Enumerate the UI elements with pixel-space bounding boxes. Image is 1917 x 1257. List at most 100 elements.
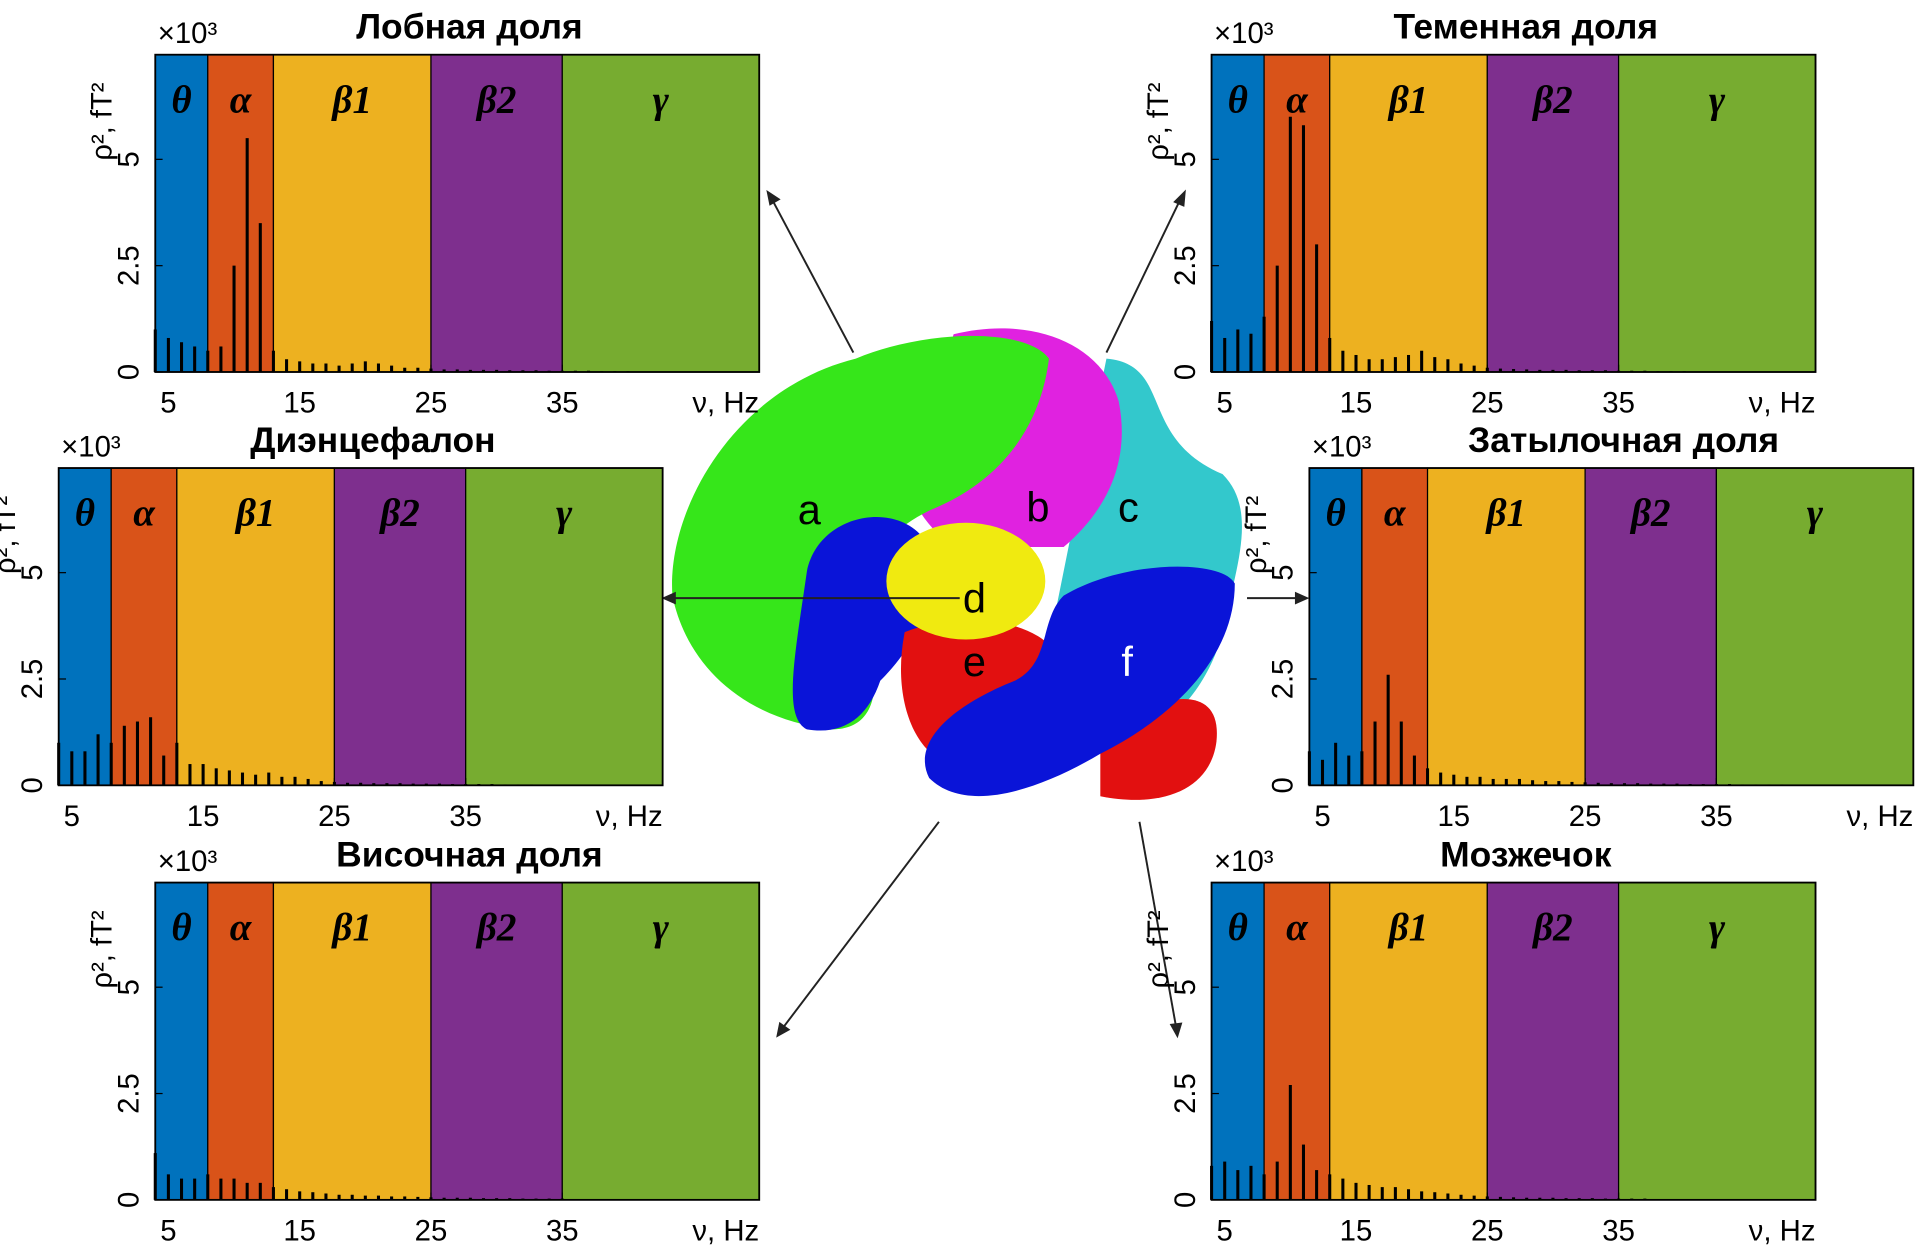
band-label: θ [1228,78,1248,121]
x-tick-label: 35 [546,1215,579,1247]
plot-frame [1308,467,1915,787]
arrow-head [766,189,781,206]
plot-frame [154,881,761,1201]
band [272,881,432,1201]
band [561,54,760,373]
axis-multiplier: ×10³ [1214,846,1274,878]
band-label: β1 [234,492,276,535]
chart-title: Мозжечок [1440,835,1612,874]
x-axis-label: ν, Hz [1749,1215,1816,1247]
band-label: β1 [1387,906,1429,949]
x-tick-label: 25 [1569,801,1602,833]
band-label: β2 [1531,906,1573,949]
arrow-head [1173,189,1186,207]
band [1263,54,1331,373]
y-tick-label: 0 [1170,1192,1202,1208]
band [1329,881,1488,1201]
band [272,54,432,373]
band-label: θ [1228,906,1248,949]
band [1617,54,1817,373]
x-axis-label: ν, Hz [692,388,759,420]
x-axis-label: ν, Hz [1847,801,1914,833]
x-tick-label: 5 [1217,388,1233,420]
axis-multiplier: ×10³ [61,431,121,463]
band [1361,467,1429,786]
x-tick-label: 15 [1340,1215,1373,1247]
y-tick-label: 0 [1268,777,1300,793]
arrow [771,200,855,353]
band-label: β1 [330,78,372,121]
y-tick-label: 2.5 [1170,1073,1202,1114]
band-label: α [1384,492,1407,535]
x-tick-label: 15 [283,388,316,420]
x-tick-label: 15 [1340,388,1373,420]
x-tick-label: 5 [160,388,176,420]
x-tick-label: 15 [283,1215,316,1247]
y-tick-label: 5 [17,565,49,581]
brain-label: c [1118,484,1139,531]
chart-title: Лобная доля [356,8,583,47]
x-tick-label: 35 [546,388,579,420]
band-label: β2 [475,78,517,121]
arrows [661,189,1310,1039]
plot-frame [1210,53,1817,373]
band [1329,54,1488,373]
chart-title: Височная доля [336,835,603,874]
band-label: β2 [378,492,420,535]
x-tick-label: 25 [1471,388,1504,420]
x-tick-label: 25 [318,801,351,833]
x-tick-label: 5 [1217,1215,1233,1247]
band-label: α [1286,906,1309,949]
x-tick-label: 15 [1437,801,1470,833]
y-tick-label: 2.5 [114,245,146,286]
x-tick-label: 15 [187,801,220,833]
band [154,881,209,1201]
band-label: γ [1807,492,1824,535]
y-axis-label: ρ², fT² [87,82,119,160]
chart-panel: θ α β1 β2 γ 0 2.5 5 5 15 25 35 ν, Hz ρ², fT² ×10³ Мозже… [1143,835,1817,1247]
band-label: α [133,492,156,535]
plot-frame [57,467,664,787]
x-axis-label: ν, Hz [692,1215,759,1247]
y-axis-label: ρ², fT² [1143,910,1175,988]
axis-multiplier: ×10³ [1312,431,1372,463]
chart-panel: θ α β1 β2 γ 0 2.5 5 5 15 25 35 ν, Hz ρ², fT² ×10³ Лобна… [87,8,761,420]
y-tick-label: 2.5 [1170,245,1202,286]
band [207,54,275,373]
y-axis-label: ρ², fT² [0,496,22,574]
brain-label: f [1121,638,1133,685]
x-tick-label: 25 [415,388,448,420]
brain-label: b [1026,484,1049,531]
y-tick-label: 2.5 [1268,659,1300,700]
region-f [924,566,1235,797]
band [176,467,336,786]
arrow-head [1169,1022,1183,1039]
band [1210,881,1265,1201]
y-axis-label: ρ², fT² [1143,82,1175,160]
band-label: β2 [1531,78,1573,121]
brain-label: d [963,575,986,622]
chart-panel: θ α β1 β2 γ 0 2.5 5 5 15 25 35 ν, Hz ρ², fT² ×10³ Затыл… [1241,421,1915,833]
y-tick-label: 5 [1170,979,1202,995]
y-axis-label: ρ², fT² [1241,496,1273,574]
arrow-head [1294,591,1310,605]
band [1263,881,1331,1201]
band-label: θ [75,492,95,535]
band [1715,467,1914,786]
y-tick-label: 2.5 [17,659,49,700]
band [1486,54,1620,373]
y-axis-label: ρ², fT² [87,910,119,988]
band [430,54,563,373]
band-label: θ [1325,492,1345,535]
band-label: α [230,78,253,121]
band [1486,881,1620,1201]
y-tick-label: 2.5 [114,1073,146,1114]
x-tick-label: 35 [1700,801,1733,833]
band-label: γ [653,906,670,949]
y-tick-label: 5 [1170,151,1202,167]
brain-label: a [798,486,822,533]
band-label: β2 [475,906,517,949]
y-tick-label: 5 [114,979,146,995]
chart-title: Теменная доля [1393,8,1658,47]
